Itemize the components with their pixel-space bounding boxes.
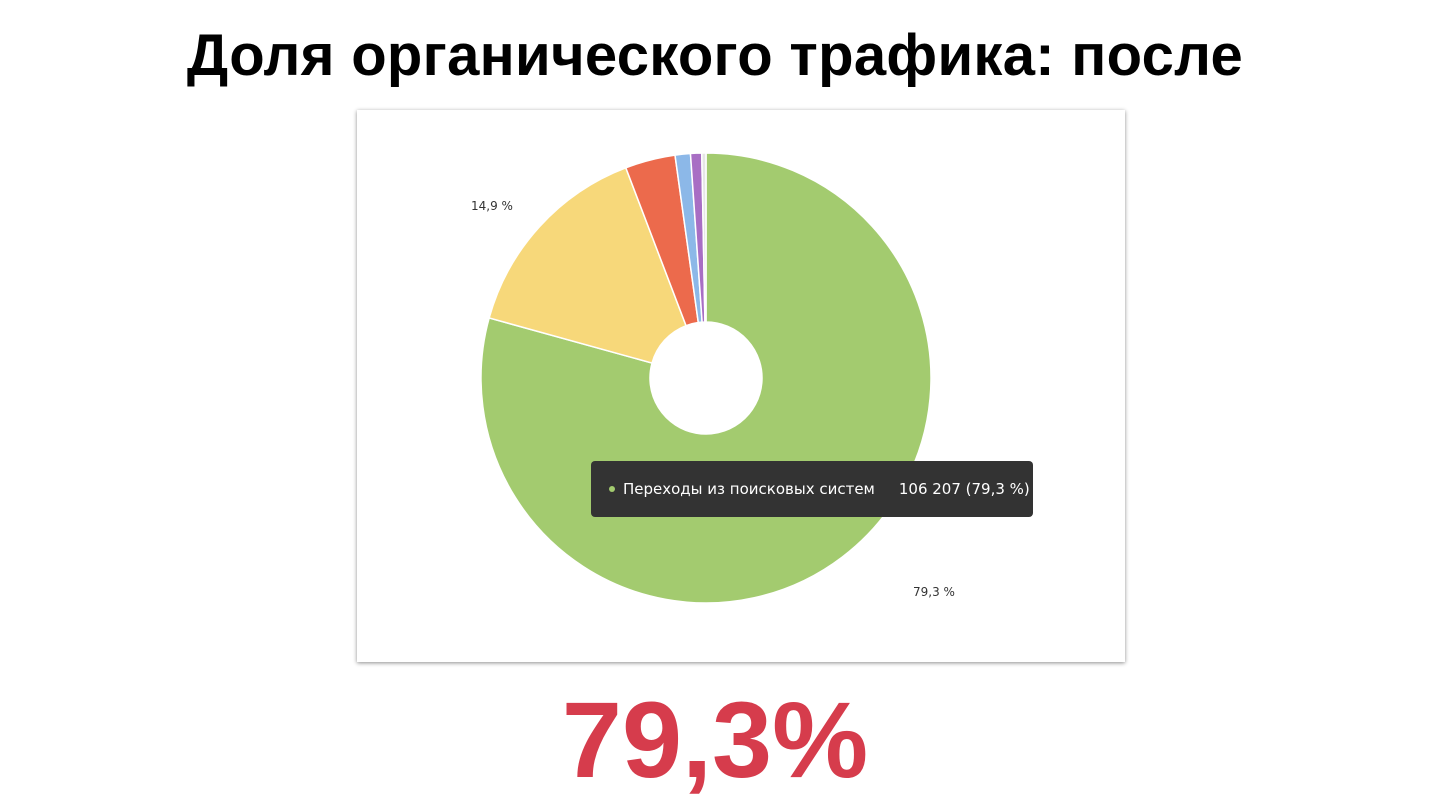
highlight-percentage: 79,3% <box>561 679 869 800</box>
slide-title: Доля органического трафика: после <box>186 23 1244 88</box>
pie-slice-1[interactable] <box>488 166 688 364</box>
chart-card: 79,3 % 14,9 % Переходы из поисковых систе… <box>357 110 1125 662</box>
tooltip-value: 106 207 (79,3 %) <box>898 480 1030 498</box>
slice-label-0: 79,3 % <box>913 585 955 599</box>
donut-chart: 79,3 % 14,9 % <box>471 152 955 604</box>
pie-slice-5[interactable] <box>700 152 707 323</box>
chart-tooltip: Переходы из поисковых систем 106 207 (79… <box>591 461 1033 517</box>
slice-label-1: 14,9 % <box>471 199 513 213</box>
tooltip-label: Переходы из поисковых систем <box>623 480 875 498</box>
series-dot-icon <box>609 486 615 492</box>
